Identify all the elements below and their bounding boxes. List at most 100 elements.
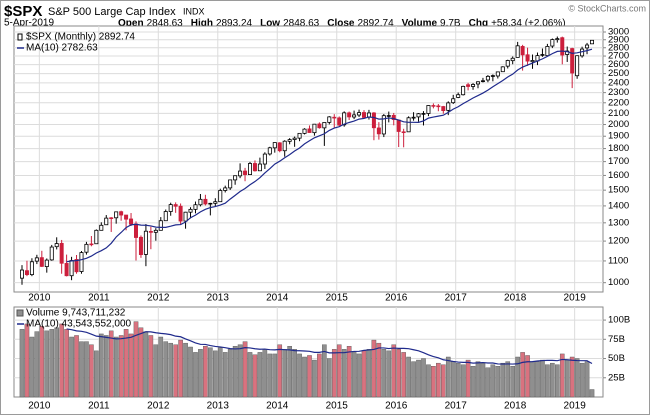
candle-body	[138, 236, 143, 255]
volume-bar	[232, 346, 238, 398]
y-tick-label: 2100	[608, 108, 629, 119]
candle-body	[168, 204, 173, 212]
volume-bar	[530, 361, 535, 398]
candle-body	[158, 220, 163, 231]
volume-bar	[406, 356, 411, 398]
volume-bar	[584, 361, 590, 398]
candle-body	[29, 261, 34, 276]
volume-bar	[520, 352, 525, 398]
volume-bar	[465, 359, 471, 398]
candle-body	[114, 211, 119, 219]
legend-label: $SPX (Monthly) 2892.74	[26, 32, 135, 43]
candle-body	[337, 117, 342, 126]
legend-volume-icon	[16, 309, 24, 317]
candle-body	[495, 71, 500, 77]
volume-bar	[411, 361, 416, 398]
candle-body	[84, 243, 89, 253]
volume-bar	[242, 341, 248, 398]
y-tick-label: 2300	[608, 87, 629, 98]
volume-bar	[361, 350, 367, 398]
candle-body	[545, 46, 550, 57]
candle-body	[59, 242, 64, 264]
x-tick-label: 2014	[266, 401, 289, 412]
candle-body	[391, 114, 396, 120]
volume-bar	[535, 361, 540, 398]
volume-bar	[29, 336, 35, 398]
volume-bar	[54, 327, 59, 398]
volume-bar	[69, 336, 74, 398]
candle-body	[163, 211, 168, 222]
candle-body	[99, 224, 104, 231]
candle-body	[252, 163, 257, 172]
x-tick-label: 2012	[147, 401, 170, 412]
candle-body	[94, 229, 99, 245]
volume-bar	[193, 352, 198, 398]
candle-body	[570, 48, 575, 74]
legend-label: MA(10) 2782.63	[26, 43, 98, 54]
candle-body	[282, 140, 287, 152]
volume-bar	[292, 349, 297, 398]
candle-body	[560, 37, 565, 56]
y-tick-label: 2500	[608, 68, 629, 79]
candle-body	[247, 163, 252, 175]
candle-body	[203, 198, 208, 205]
volume-bar	[480, 362, 486, 398]
volume-bar	[198, 349, 203, 398]
volume-bar	[49, 329, 55, 398]
volume-bar	[123, 329, 129, 398]
volume-bar	[183, 342, 188, 398]
candle-body	[342, 112, 347, 126]
candle-body	[332, 116, 337, 119]
volume-bar	[302, 356, 307, 398]
candle-body	[500, 66, 505, 73]
quote-label: High	[191, 18, 213, 29]
x-tick-label: 2019	[564, 401, 587, 412]
volume-bar	[113, 336, 119, 398]
volume-bar	[341, 349, 347, 398]
volume-bar	[89, 344, 94, 398]
candle-body	[262, 153, 267, 165]
volume-bar	[322, 344, 327, 398]
volume-bar	[559, 353, 565, 398]
volume-bar	[366, 349, 372, 398]
exchange: INDX	[183, 6, 205, 16]
y-tick-label: 1000	[608, 277, 629, 288]
candle-body	[401, 131, 406, 134]
volume-bar	[460, 364, 466, 398]
y-tick-label: 25B	[608, 372, 625, 383]
candle-body	[79, 252, 84, 272]
candle-body	[446, 102, 451, 111]
volume-bar	[346, 346, 352, 398]
candle-body	[287, 139, 292, 142]
candle-body	[129, 218, 134, 225]
volume-bar	[436, 362, 441, 398]
volume-bar	[143, 331, 149, 398]
x-tick-label: 2017	[445, 401, 468, 412]
candle-body	[426, 105, 431, 114]
quote-line: Open 2848.63 High 2893.24 Low 2848.63 Close 289…	[118, 18, 566, 29]
candle-body	[213, 201, 218, 204]
quote-label: Volume	[402, 18, 438, 29]
candle-body	[39, 257, 44, 267]
volume-bar	[569, 356, 575, 398]
candle-body	[510, 57, 515, 62]
candle-body	[416, 113, 421, 118]
y-tick-label: 1200	[608, 236, 629, 247]
candle-body	[54, 243, 59, 248]
candle-body	[178, 205, 183, 222]
volume-bar	[19, 329, 25, 398]
volume-bar	[564, 359, 570, 398]
y-tick-label: 100B	[608, 315, 630, 326]
candle-body	[327, 116, 332, 123]
price-panel	[13, 25, 604, 293]
x-tick-label: 2014	[266, 293, 289, 304]
candle-body	[347, 112, 352, 118]
candle-body	[490, 75, 495, 77]
volume-bar	[99, 333, 104, 398]
y-tick-label: 1500	[608, 185, 629, 196]
chart-subtitle: S&P 500 Large Cap Index	[48, 6, 176, 18]
volume-bar	[331, 349, 337, 398]
candle-body	[74, 259, 79, 273]
